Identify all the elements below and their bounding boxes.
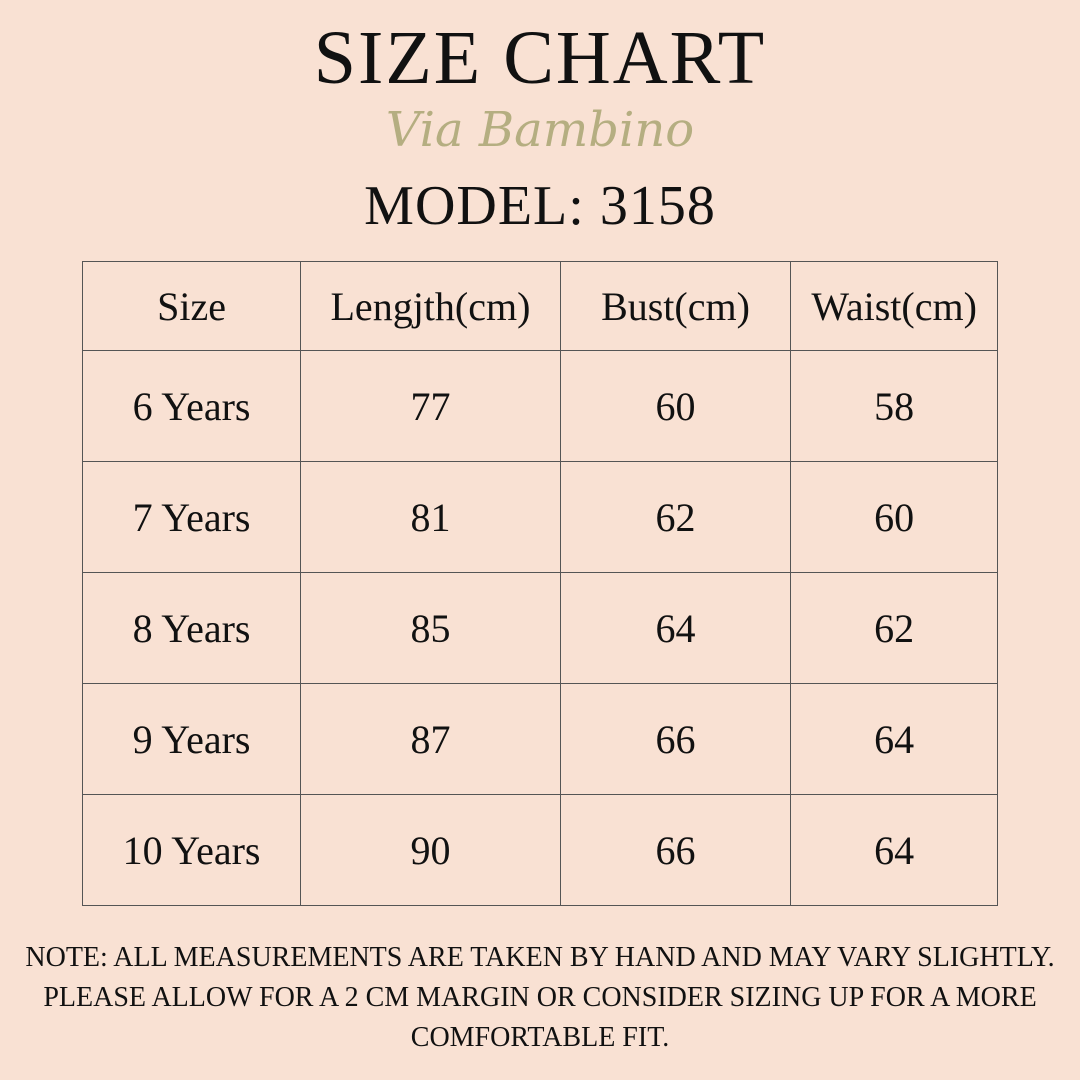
cell-length: 81 bbox=[300, 461, 561, 573]
cell-length: 77 bbox=[300, 350, 561, 462]
cell-size: 6 Years bbox=[81, 350, 302, 462]
cell-waist: 64 bbox=[790, 683, 998, 795]
cell-bust: 60 bbox=[559, 350, 792, 462]
cell-bust: 66 bbox=[559, 683, 792, 795]
cell-waist: 64 bbox=[790, 794, 998, 906]
page-title: SIZE CHART bbox=[313, 16, 767, 100]
brand-logo: Via Bambino bbox=[385, 102, 695, 158]
measurement-note: NOTE: ALL MEASUREMENTS ARE TAKEN BY HAND… bbox=[25, 942, 1055, 1053]
table-header-row: Size Lengjth(cm) Bust(cm) Waist(cm) bbox=[81, 261, 998, 351]
header-size: Size bbox=[81, 261, 302, 351]
cell-length: 90 bbox=[300, 794, 561, 906]
cell-length: 85 bbox=[300, 572, 561, 684]
table-row: 7 Years 81 62 60 bbox=[81, 461, 998, 573]
cell-size: 9 Years bbox=[81, 683, 302, 795]
cell-bust: 62 bbox=[559, 461, 792, 573]
cell-length: 87 bbox=[300, 683, 561, 795]
cell-bust: 64 bbox=[559, 572, 792, 684]
table-row: 10 Years 90 66 64 bbox=[81, 794, 998, 906]
cell-bust: 66 bbox=[559, 794, 792, 906]
header-waist: Waist(cm) bbox=[790, 261, 998, 351]
cell-waist: 60 bbox=[790, 461, 998, 573]
model-number: MODEL: 3158 bbox=[364, 175, 716, 237]
table-row: 8 Years 85 64 62 bbox=[81, 572, 998, 684]
header-bust: Bust(cm) bbox=[559, 261, 792, 351]
table-row: 9 Years 87 66 64 bbox=[81, 683, 998, 795]
table-row: 6 Years 77 60 58 bbox=[81, 350, 998, 462]
cell-waist: 58 bbox=[790, 350, 998, 462]
header-length: Lengjth(cm) bbox=[300, 261, 561, 351]
cell-waist: 62 bbox=[790, 572, 998, 684]
cell-size: 10 Years bbox=[81, 794, 302, 906]
cell-size: 7 Years bbox=[81, 461, 302, 573]
size-table: Size Lengjth(cm) Bust(cm) Waist(cm) 6 Ye… bbox=[81, 261, 998, 906]
cell-size: 8 Years bbox=[81, 572, 302, 684]
